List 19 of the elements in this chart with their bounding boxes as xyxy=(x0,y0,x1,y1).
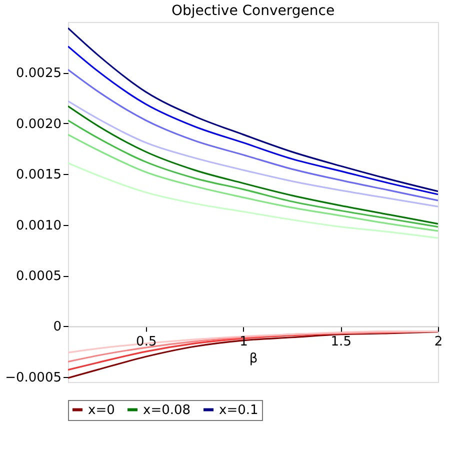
legend-label: x=0.08 xyxy=(143,402,191,418)
line-series xyxy=(68,68,438,202)
legend-label: x=0.1 xyxy=(219,402,258,418)
y-tick-label: 0.0010 xyxy=(16,218,62,234)
y-tick-label: 0.0005 xyxy=(16,269,62,284)
line-series xyxy=(68,100,438,208)
x-tick-label: 1.5 xyxy=(330,334,352,350)
y-tick-label: 0.0020 xyxy=(16,116,62,132)
x-axis-title: β xyxy=(249,352,258,367)
y-tick-label: −0.0005 xyxy=(5,370,62,386)
y-tick-label: 0.0015 xyxy=(16,168,62,183)
y-tick-label: 0.0025 xyxy=(16,66,62,82)
line-series xyxy=(68,134,438,232)
y-tick-label: 0 xyxy=(53,320,62,335)
x-tick-label: 0.5 xyxy=(136,334,157,350)
chart-title: Objective Convergence xyxy=(171,3,335,19)
line-series xyxy=(68,162,438,239)
legend-label: x=0 xyxy=(88,402,115,418)
x-tick-label: 2 xyxy=(434,334,443,350)
